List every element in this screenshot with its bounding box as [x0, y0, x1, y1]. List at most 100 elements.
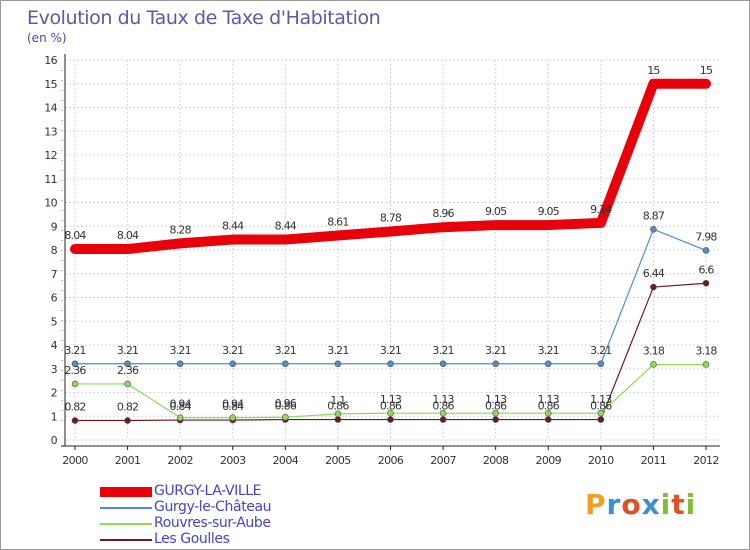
data-point [387, 416, 394, 423]
data-point [387, 360, 394, 368]
y-tick-label: 0 [51, 434, 58, 447]
data-point [597, 416, 605, 423]
data-label: 2.36 [64, 364, 86, 377]
data-point [334, 410, 342, 418]
data-label: 0.86 [327, 400, 349, 413]
x-tick-label: 2002 [167, 454, 193, 467]
data-point [439, 416, 447, 423]
data-point [597, 409, 605, 417]
data-label: 0.94 [222, 398, 244, 411]
data-point [124, 360, 131, 368]
y-tick-label: 7 [51, 268, 58, 281]
data-label: 3.21 [380, 344, 401, 357]
data-label: 9.05 [538, 205, 560, 218]
data-label: 3.21 [590, 344, 611, 357]
x-tick-label: 2000 [62, 454, 88, 467]
y-tick-label: 11 [44, 173, 57, 186]
data-point [439, 409, 447, 417]
y-tick-label: 13 [44, 125, 57, 138]
x-tick-label: 2011 [641, 454, 667, 467]
data-label: 1.13 [380, 393, 402, 406]
y-tick-label: 4 [51, 339, 58, 352]
chart-subtitle: (en %) [27, 31, 67, 45]
data-label: 3.21 [64, 344, 85, 357]
data-label: 6.44 [643, 267, 665, 280]
x-tick-label: 2008 [483, 454, 509, 467]
data-label: 1.1 [330, 394, 345, 407]
x-tick-label: 2003 [220, 454, 246, 467]
data-label: 1.13 [485, 393, 507, 406]
legend-label: Gurgy-le-Château [154, 499, 272, 515]
data-label: 0.84 [170, 400, 192, 413]
data-point [544, 360, 552, 368]
data-label: 0.86 [380, 400, 402, 413]
data-point [387, 409, 394, 417]
x-tick-label: 2001 [115, 454, 141, 467]
logo-letter: P [585, 488, 607, 521]
data-label: 3.21 [275, 344, 296, 357]
x-tick-label: 2007 [430, 454, 456, 467]
data-label: 0.94 [170, 398, 192, 411]
data-label: 0.86 [432, 400, 454, 413]
legend-swatch [100, 523, 152, 525]
data-label: 3.21 [432, 344, 453, 357]
data-label: 8.44 [275, 220, 297, 233]
data-label: 1.13 [590, 393, 612, 406]
data-point [597, 360, 605, 368]
data-point [282, 360, 289, 368]
legend-swatch [100, 487, 152, 497]
data-label: 3.18 [643, 344, 665, 357]
data-point [492, 409, 499, 417]
x-tick-label: 2009 [535, 454, 561, 467]
logo-letter: x [641, 488, 661, 521]
y-tick-label: 14 [44, 102, 57, 115]
data-point [282, 413, 289, 421]
chart-title: Evolution du Taux de Taxe d'Habitation [27, 7, 381, 29]
data-label: 8.87 [643, 209, 665, 222]
y-tick-label: 1 [51, 410, 57, 423]
data-label: 3.18 [695, 344, 717, 357]
data-point [492, 416, 499, 423]
logo-letter: o [621, 488, 642, 521]
data-point [124, 380, 131, 388]
data-point [650, 226, 657, 233]
data-point [229, 414, 237, 421]
data-label: 8.28 [170, 223, 192, 236]
data-label: 8.44 [222, 220, 244, 233]
data-label: 0.86 [538, 400, 560, 413]
data-point [176, 360, 184, 368]
y-tick-label: 5 [51, 315, 58, 328]
x-tick-label: 2012 [693, 454, 719, 467]
data-label: 8.78 [380, 211, 402, 224]
data-label: 15 [700, 64, 713, 77]
y-tick-label: 12 [44, 149, 57, 162]
data-point [492, 360, 499, 368]
legend-label: GURGY-LA-VILLE [154, 483, 262, 499]
y-tick-label: 3 [51, 363, 58, 376]
data-label: 0.82 [64, 401, 85, 414]
y-tick-label: 9 [51, 220, 58, 233]
data-point [334, 360, 342, 368]
data-point [71, 360, 79, 368]
data-label: 0.96 [275, 397, 297, 410]
data-label: 3.21 [327, 344, 348, 357]
data-point [544, 409, 552, 417]
y-tick-label: 10 [44, 197, 57, 210]
data-label: 0.86 [590, 400, 612, 413]
data-label: 7.98 [695, 230, 717, 243]
data-label: 0.82 [117, 401, 138, 414]
legend-swatch [100, 507, 152, 509]
data-label: 1.13 [432, 393, 454, 406]
data-label: 3.21 [538, 344, 559, 357]
data-point [71, 417, 79, 424]
x-tick-label: 2005 [325, 454, 351, 467]
y-tick-label: 16 [44, 54, 57, 67]
data-point [334, 416, 342, 423]
data-label: 3.21 [222, 344, 243, 357]
y-tick-label: 15 [44, 78, 57, 91]
data-label: 9.14 [590, 203, 612, 216]
data-label: 0.86 [485, 400, 507, 413]
logo-letter: i [685, 488, 697, 521]
